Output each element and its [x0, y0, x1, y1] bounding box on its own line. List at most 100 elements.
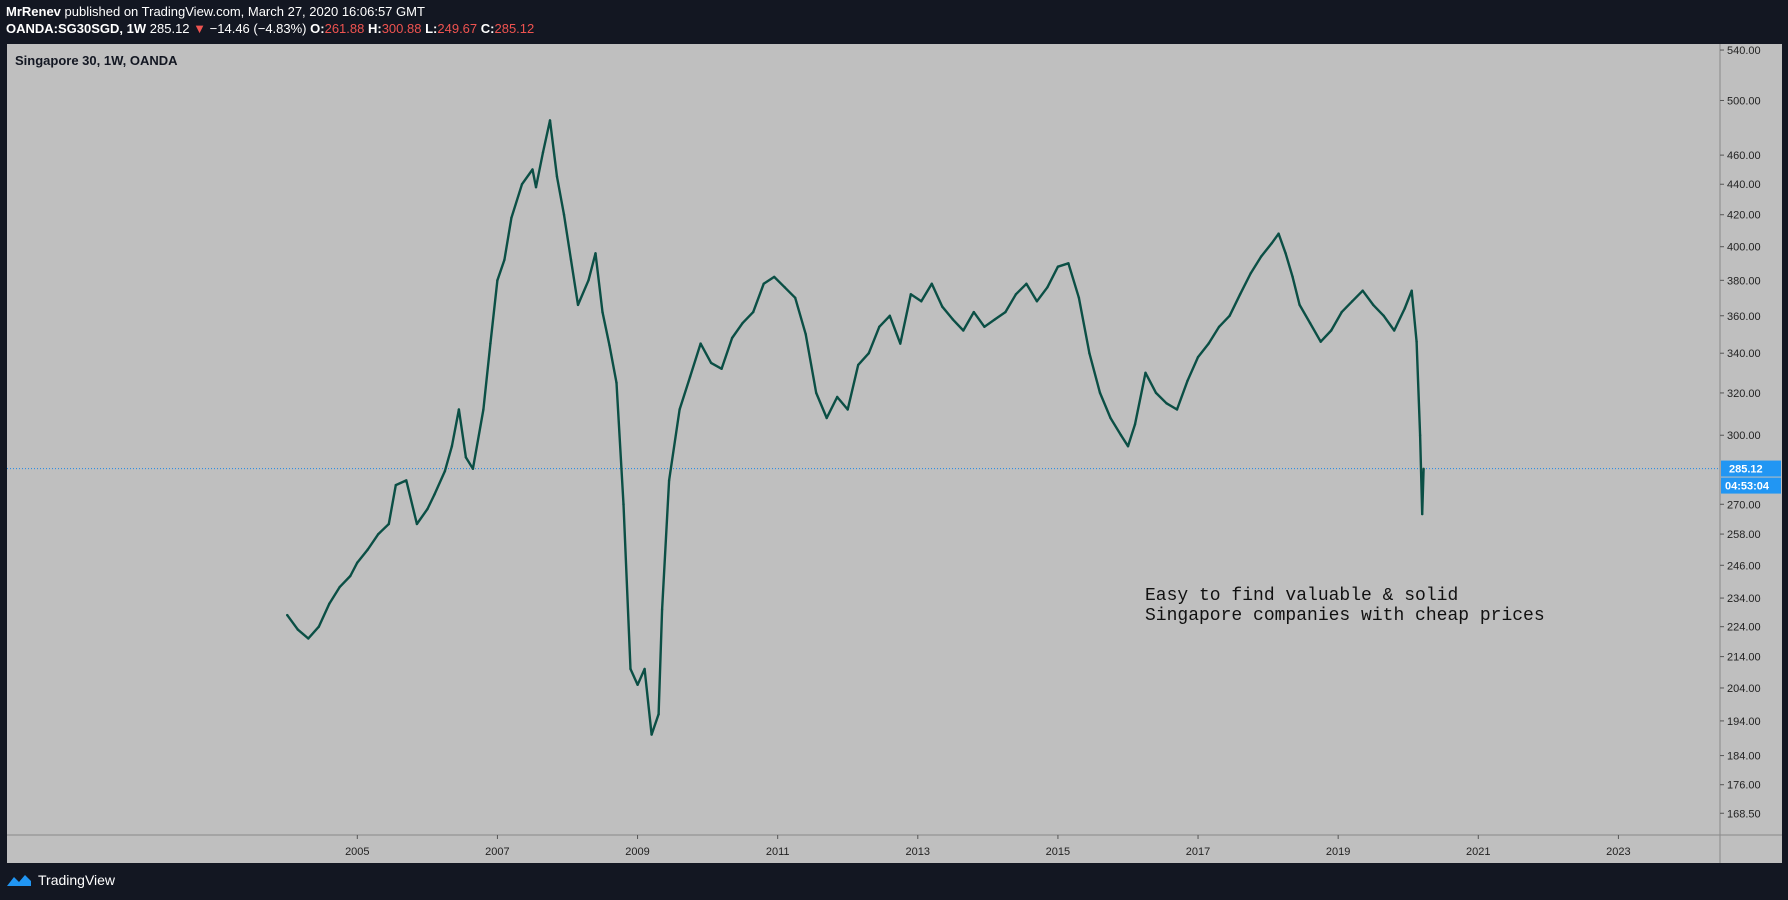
price-point [1403, 307, 1406, 310]
price-point [1046, 286, 1049, 289]
price-axis-panel [1720, 44, 1782, 835]
price-point [531, 168, 534, 171]
price-point [450, 445, 454, 448]
y-tick-label: 440.00 [1727, 179, 1761, 191]
close-value: 285.12 [494, 21, 535, 36]
price-point [1249, 272, 1252, 275]
price-point [1410, 289, 1413, 292]
price-point [878, 325, 881, 328]
annotation-line: Singapore companies with cheap prices [1145, 606, 1545, 626]
price-point [1088, 352, 1091, 355]
price-point [534, 186, 538, 189]
price-point [520, 183, 524, 186]
price-point [643, 667, 646, 671]
price-point [1165, 402, 1168, 405]
price-point [496, 279, 499, 282]
price-point [457, 408, 461, 411]
brand-label: TradingView [38, 872, 116, 888]
price-point [657, 713, 660, 716]
price-point [338, 585, 341, 589]
price-point [909, 293, 912, 296]
axis-corner [1720, 835, 1782, 863]
price-point [720, 367, 723, 370]
author-name[interactable]: MrRenev [6, 4, 61, 19]
price-point [1196, 355, 1200, 359]
price-point [415, 522, 419, 526]
price-point [888, 314, 891, 317]
price-point [317, 625, 320, 628]
price-point [1207, 342, 1210, 345]
price-point [1154, 391, 1158, 395]
price-point [993, 318, 997, 321]
price-point [1418, 434, 1422, 437]
price-point [1382, 314, 1385, 317]
y-tick-label: 184.00 [1727, 751, 1761, 763]
y-tick-label: 214.00 [1727, 652, 1761, 664]
low-value: 249.67 [437, 21, 478, 36]
y-tick-label: 270.00 [1727, 499, 1761, 511]
down-arrow-icon: ▼ [193, 21, 207, 36]
price-point [752, 310, 755, 314]
price-point [825, 416, 828, 420]
price-point [804, 333, 807, 336]
price-point [709, 361, 713, 365]
price-point [867, 352, 870, 355]
price-point [660, 608, 664, 611]
y-tick-label: 500.00 [1727, 95, 1761, 107]
price-point [1308, 321, 1312, 325]
price-point [1014, 293, 1018, 296]
y-tick-label: 168.50 [1727, 808, 1761, 820]
price-point [1415, 340, 1418, 343]
price-point [307, 637, 310, 640]
price-point [1133, 423, 1137, 426]
time-axis-panel [7, 835, 1720, 863]
price-point [1361, 289, 1364, 292]
price-point [576, 303, 580, 307]
price-point [482, 408, 485, 411]
high-value: 300.88 [381, 21, 422, 36]
price-point [587, 279, 590, 282]
price-point [601, 310, 604, 314]
y-tick-label: 258.00 [1727, 529, 1761, 541]
footer-brand[interactable]: TradingView [6, 872, 115, 888]
y-tick-label: 320.00 [1727, 388, 1761, 400]
price-point [510, 216, 513, 220]
price-point [433, 493, 436, 496]
price-point [650, 733, 653, 736]
price-point [972, 310, 975, 314]
price-point [548, 119, 552, 122]
price-point [1217, 325, 1221, 328]
y-tick-label: 194.00 [1727, 716, 1761, 728]
price-point [846, 408, 849, 411]
y-tick-label: 204.00 [1727, 683, 1761, 695]
price-point [815, 391, 818, 395]
price-point [1067, 262, 1070, 265]
x-tick-label: 2019 [1326, 846, 1350, 858]
y-tick-label: 340.00 [1727, 348, 1761, 360]
price-point [1393, 329, 1396, 332]
chart-title: Singapore 30, 1W, OANDA [15, 53, 178, 68]
x-tick-label: 2021 [1466, 846, 1490, 858]
price-point [629, 667, 632, 671]
price-point [962, 329, 965, 332]
price-point [615, 381, 618, 384]
price-point [1270, 242, 1273, 245]
annotation-line: Easy to find valuable & solid [1145, 586, 1458, 606]
price-point [773, 275, 776, 279]
price-point [356, 561, 359, 564]
price-tag [1721, 460, 1781, 477]
low-label: L: [425, 21, 438, 36]
x-tick-label: 2015 [1046, 846, 1070, 858]
price-point [377, 532, 380, 536]
x-tick-label: 2023 [1606, 846, 1630, 858]
price-point [405, 479, 408, 482]
price-point [667, 479, 671, 482]
last-price: 285.12 [149, 21, 190, 36]
price-point [983, 325, 986, 328]
price-point [1284, 252, 1287, 255]
plot-area [7, 44, 1720, 835]
price-point [857, 363, 860, 367]
y-tick-label: 300.00 [1727, 430, 1761, 442]
price-point [1291, 275, 1294, 279]
